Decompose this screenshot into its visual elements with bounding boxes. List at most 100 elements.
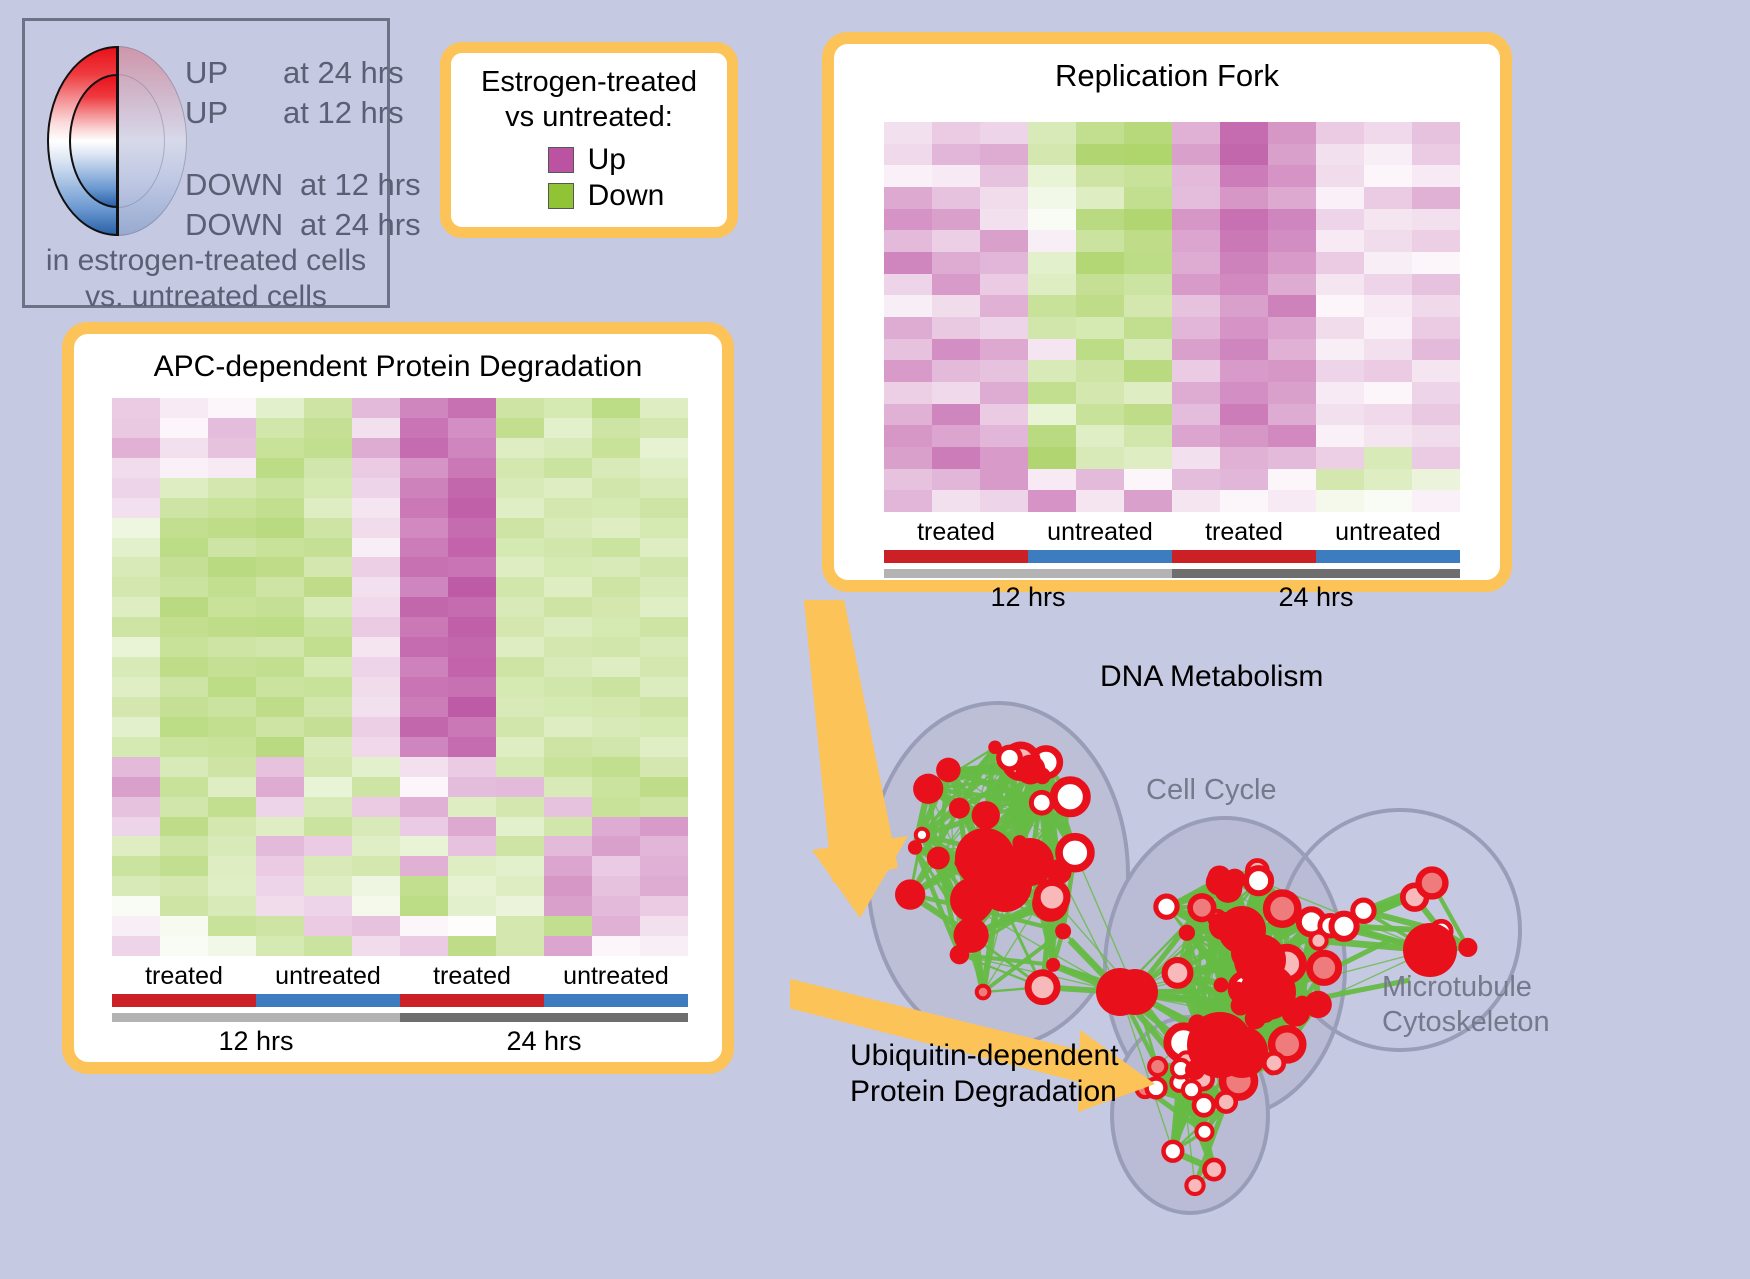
heatmap-cell [208,477,256,498]
network-node[interactable] [1308,930,1329,951]
network-node[interactable] [1191,1093,1217,1118]
heatmap-cell [256,657,304,677]
network-node[interactable] [1187,893,1217,923]
heatmap-cell [448,437,496,458]
legend-footer-line2: vs. untreated cells [85,280,327,313]
heatmap-cell [160,557,208,578]
network-node[interactable] [894,879,926,910]
network-node[interactable] [1415,866,1449,900]
heatmap-cell [592,457,640,478]
heatmap-cell [496,836,544,857]
network-edge [1192,1101,1229,1187]
network-node[interactable] [1214,1090,1239,1114]
network-node[interactable] [1216,1026,1268,1078]
network-node[interactable] [1015,754,1046,785]
axis-group-name: treated [917,518,995,546]
heatmap-cell [1220,381,1268,404]
network-node[interactable] [1350,897,1377,924]
network-node[interactable] [1305,949,1343,986]
network-node[interactable] [971,801,1000,830]
network-node[interactable] [913,773,944,804]
network-node[interactable] [1202,1157,1226,1182]
heatmap-cell [256,597,304,618]
axis-time-bar [112,1013,688,1022]
heatmap-cell [112,816,160,837]
network-node[interactable] [1161,956,1194,989]
network-node[interactable] [1055,832,1095,873]
heatmap-cell [1364,403,1412,426]
axis-replication-fork: treated untreated treated untreated 12 h… [884,518,1460,613]
expression-direction-legend: UP at 24 hrs UP at 12 hrs DOWN at 12 hrs… [22,18,421,313]
network-node[interactable] [1185,1060,1205,1080]
heatmap-cell [256,557,304,578]
network-node[interactable] [1240,964,1296,1020]
heatmap-cell [544,637,592,658]
network-node[interactable] [1153,893,1180,920]
heatmap-cell [1316,316,1364,339]
network-node[interactable] [1242,865,1275,897]
network-node[interactable] [948,797,970,819]
heatmap-cell [496,696,544,717]
network-node[interactable] [1033,878,1071,916]
network-node[interactable] [1458,937,1478,958]
heatmap-cell [592,716,640,737]
network-node[interactable] [913,826,931,844]
network-node[interactable] [1028,789,1055,816]
network-node[interactable] [1178,924,1196,941]
network-node[interactable] [1180,1079,1203,1101]
network-node[interactable] [1304,990,1332,1019]
network-node[interactable] [1328,910,1360,942]
heatmap-cell [496,577,544,598]
heatmap-cell [980,468,1028,491]
network-node[interactable] [1049,776,1091,818]
heatmap-cell [1220,425,1268,447]
network-node[interactable] [1184,1174,1206,1197]
network-node[interactable] [974,983,992,1001]
network-node[interactable] [1213,977,1229,993]
heatmap-cell [544,497,592,518]
heatmap-cell [304,936,352,956]
heatmap-cell [1028,273,1076,296]
network-node[interactable] [1161,1139,1185,1163]
network-node[interactable] [1223,868,1246,891]
heatmap-cell [980,143,1028,166]
network-node[interactable] [950,878,994,922]
heatmap-cell [352,856,400,877]
network-node[interactable] [1055,923,1072,940]
network-node[interactable] [926,846,950,870]
heatmap-cell [1124,446,1172,469]
heatmap-cell [1220,273,1268,296]
arrow-apc-head [1078,1030,1155,1112]
heatmap-cell [1028,230,1076,252]
network-node[interactable] [1096,968,1144,1016]
network-node[interactable] [1046,957,1061,972]
network-node[interactable] [1147,1055,1169,1078]
network-node[interactable] [996,744,1023,772]
network-node[interactable] [907,840,923,855]
heatmap-cell [544,557,592,578]
network-node[interactable] [1006,838,1054,886]
network-node[interactable] [949,944,970,965]
heatmap-cell [1412,186,1460,209]
heatmap-cell [256,417,304,438]
network-node[interactable] [936,757,961,783]
heatmap-cell [304,816,352,837]
heatmap-cell [352,896,400,917]
heatmap-cell [208,597,256,618]
panel-apc-degradation: APC-dependent Protein Degradation treate… [62,322,734,1074]
network-node[interactable] [1403,923,1457,977]
heatmap-cell [1124,360,1172,382]
heatmap-cell [1076,251,1124,274]
heatmap-cell [112,756,160,777]
network-node[interactable] [1262,889,1302,928]
network-node[interactable] [1267,1024,1307,1064]
network-node[interactable] [1194,1121,1215,1142]
heatmap-cell [980,273,1028,296]
heatmap-cell [448,836,496,857]
network-node[interactable] [953,917,989,953]
heatmap-cell [160,657,208,677]
heatmap-cell [352,836,400,857]
heatmap-cell [592,637,640,658]
network-node[interactable] [1024,969,1061,1006]
heatmap-cell [304,776,352,797]
